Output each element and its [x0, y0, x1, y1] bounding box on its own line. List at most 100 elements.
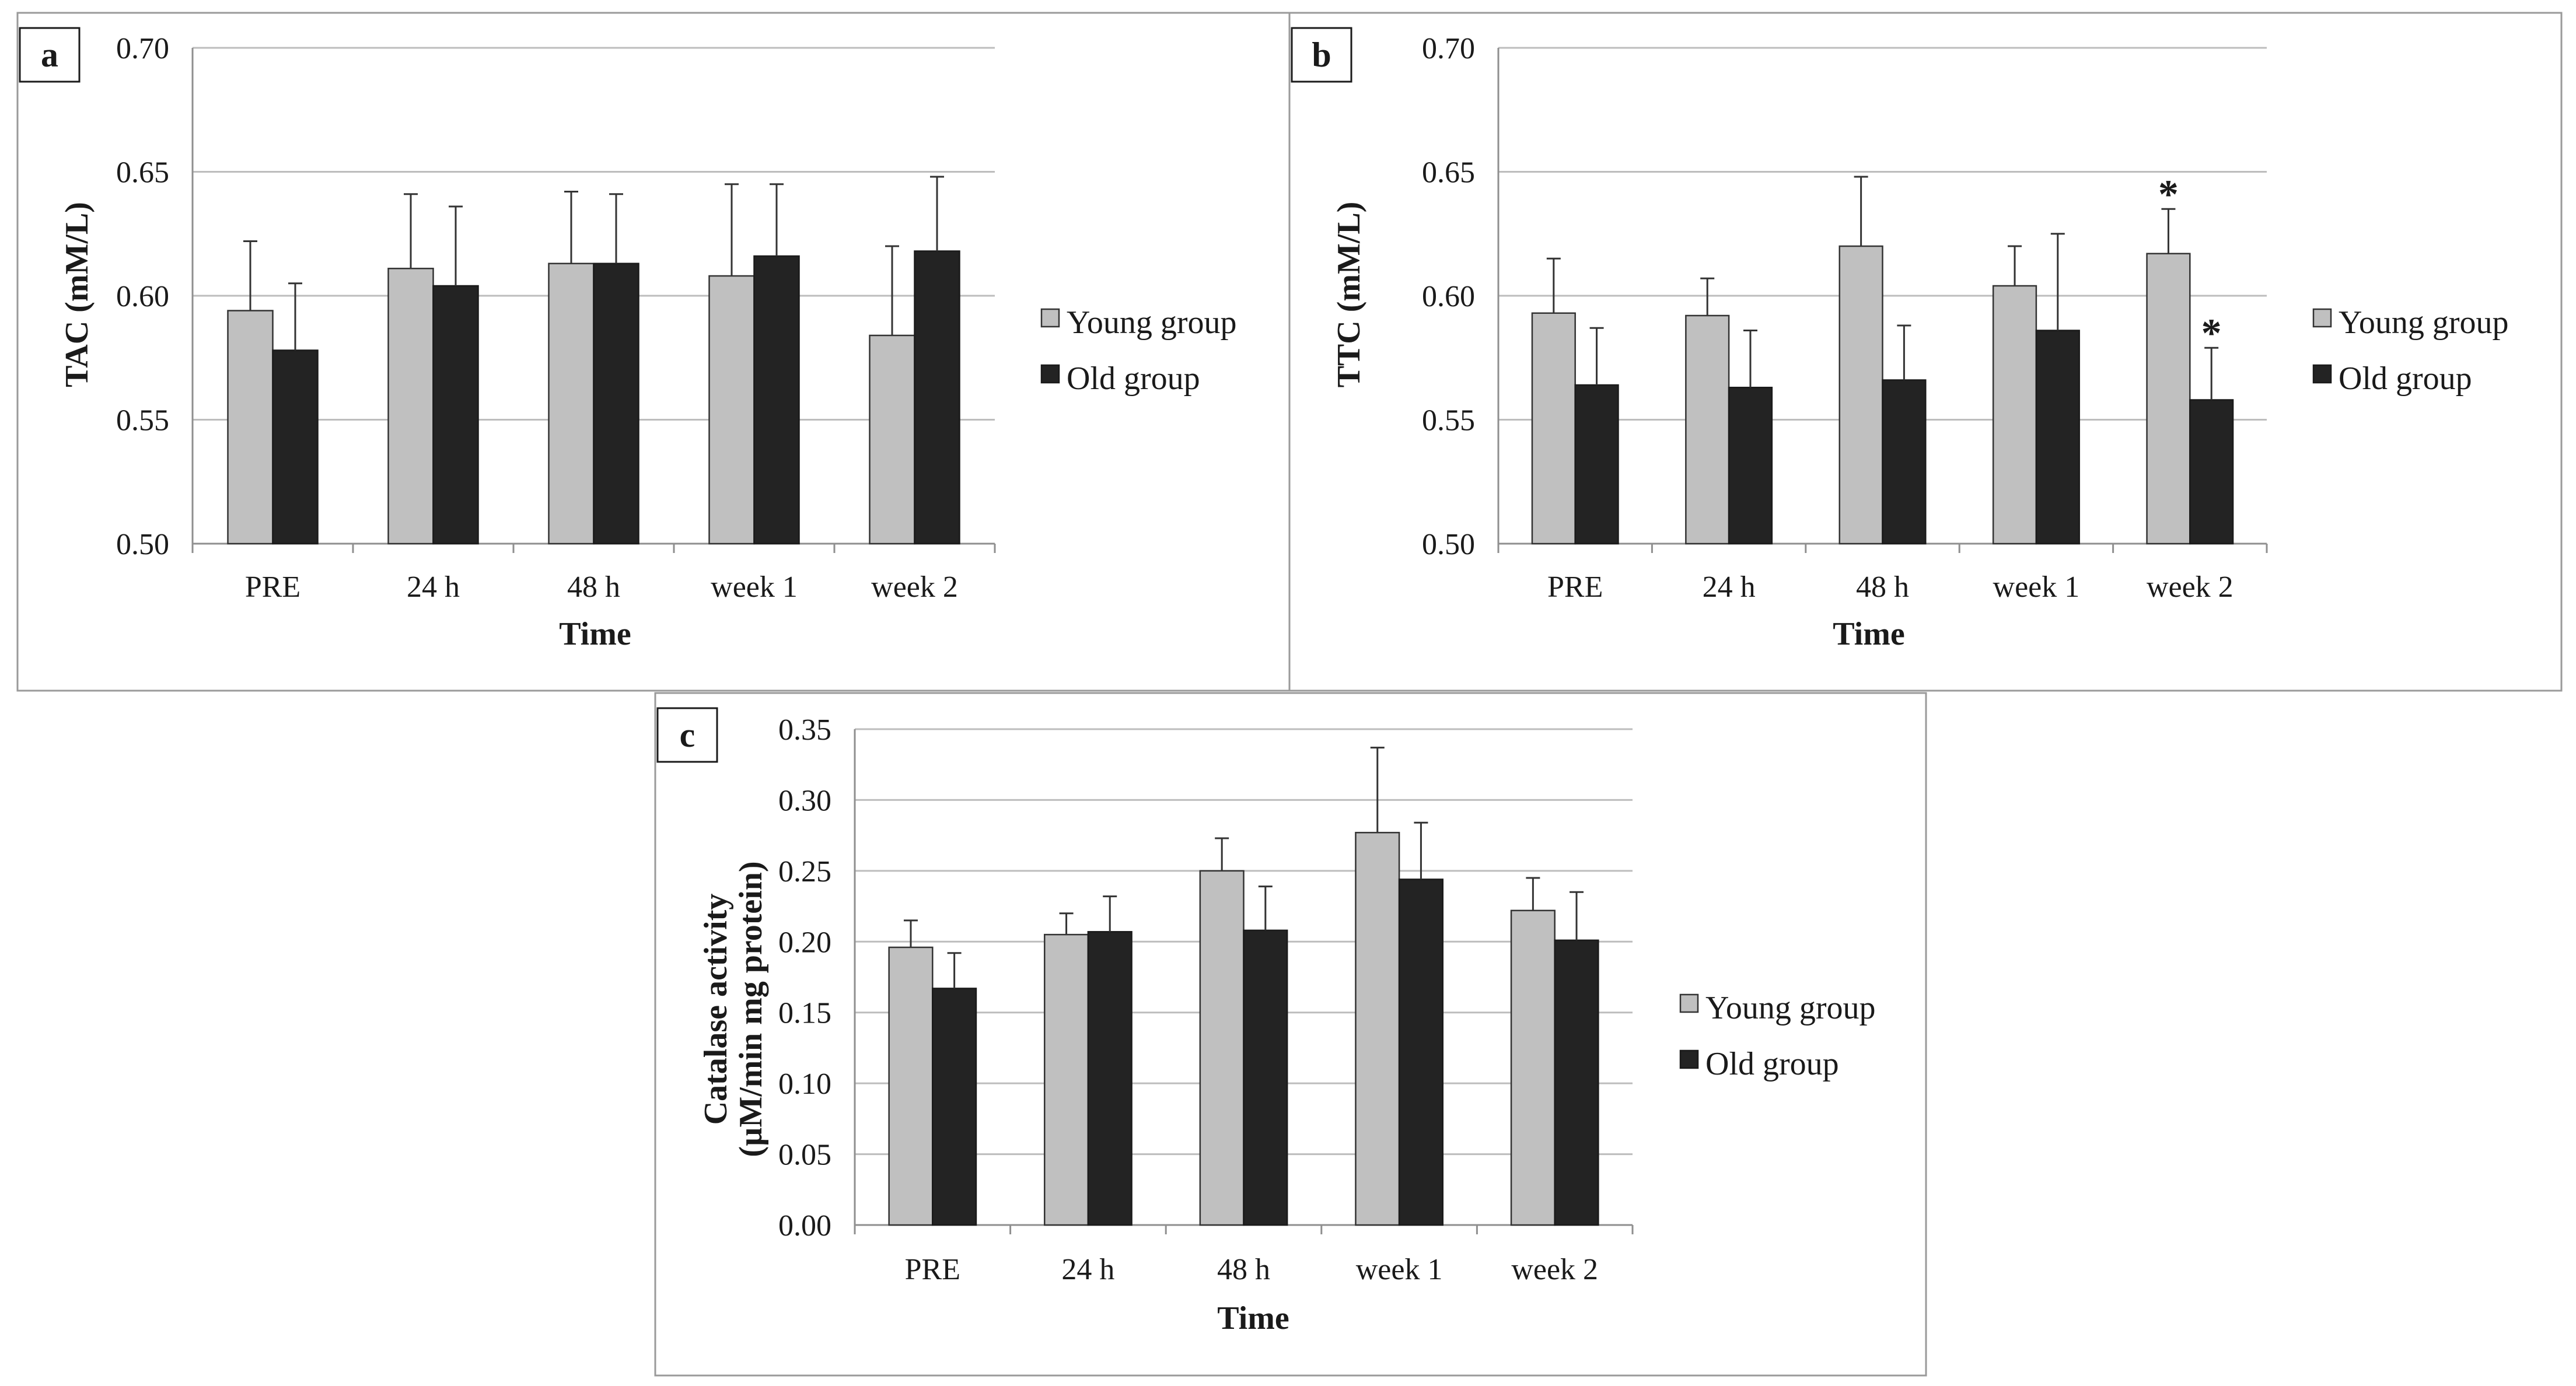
panel-a-bar-young	[227, 310, 274, 545]
panel-a-plot: 0.50 0.55 0.60 0.65 0.70 PRE 24 h 48 h week 1 wee…	[116, 32, 996, 604]
panel-b-x-tick-label: 24 h	[1703, 570, 1756, 604]
panel-b-y-tick-label: 0.65	[1422, 156, 1475, 190]
panel-b-x-tick-label: week 2	[2147, 570, 2234, 604]
panel-a: a 0.50 0.55 0.60 0.65 0.70 PRE 24 h 48 h week 1 w…	[16, 12, 1291, 692]
panel-a-legend-young-label: Young group	[1067, 304, 1236, 341]
panel-a-legend-young-swatch	[1040, 308, 1060, 328]
panel-a-y-tick-label: 0.70	[116, 32, 169, 65]
panel-c-bar-young	[1355, 832, 1400, 1226]
panel-b-bar-old	[1728, 387, 1773, 545]
panel-b-legend-young-swatch	[2312, 308, 2332, 328]
panel-c-bar-young	[1044, 933, 1089, 1226]
panel-c-legend-young-swatch	[1679, 993, 1699, 1013]
panel-b-bar-young	[1992, 285, 2037, 545]
panel-c-letter-box	[656, 707, 718, 763]
panel-a-x-axis-title: Time	[559, 616, 631, 652]
panel-b-y-tick-label: 0.55	[1422, 404, 1475, 438]
panel-c-letter: c	[680, 716, 695, 754]
panel-c-bar-old	[932, 988, 977, 1226]
panel-c-y-tick-label: 0.20	[778, 926, 831, 959]
panel-b-bar-young	[1531, 312, 1576, 545]
panel-b-plot: 0.50 0.55 0.60 0.65 0.70 PRE 24 h 48 h week 1 wee…	[1422, 32, 2268, 604]
panel-c-y-axis-title-line1: Catalase activity	[698, 894, 734, 1125]
panel-c-bar-young	[888, 946, 934, 1226]
panel-a-legend: Young group Old group	[1040, 304, 1236, 397]
panel-b-significance-star: *	[2158, 172, 2179, 217]
panel-a-legend-old-label: Old group	[1067, 360, 1200, 397]
panel-b-legend-old-swatch	[2312, 364, 2332, 384]
panel-c-bar-young	[1199, 870, 1245, 1226]
panel-c-legend-old-swatch	[1679, 1049, 1699, 1069]
panel-b-legend-old-label: Old group	[2339, 360, 2472, 397]
panel-c-plot: 0.00 0.05 0.10 0.15 0.20 0.25 0.30 0.35 PRE 24 h 4…	[778, 713, 1634, 1286]
panel-b-letter: b	[1312, 36, 1331, 74]
panel-c-bar-old	[1243, 929, 1288, 1226]
panel-a-x-tick-label: week 2	[871, 570, 958, 604]
panel-a-y-tick-label: 0.50	[116, 528, 169, 561]
panel-c-legend-young-label: Young group	[1705, 990, 1875, 1026]
panel-a-frame	[16, 12, 1291, 692]
panel-c-y-tick-label: 0.00	[778, 1209, 831, 1242]
panel-c-x-axis-title: Time	[1217, 1300, 1289, 1336]
panel-b-legend-young-label: Young group	[2339, 304, 2508, 341]
panel-a-y-tick-label: 0.60	[116, 280, 169, 313]
panel-a-bar-young	[869, 334, 915, 545]
panel-c-y-axis-title-line2: (µM/min mg protein)	[733, 861, 769, 1157]
panel-c-bar-old	[1087, 931, 1133, 1226]
panel-b-x-tick-label: 48 h	[1856, 570, 1909, 604]
panel-b-bar-young	[1685, 314, 1730, 545]
panel-a-bar-old	[272, 349, 319, 545]
panel-b-x-tick-label: PRE	[1547, 570, 1603, 604]
panel-c-bar-young	[1510, 909, 1556, 1226]
panel-b-bar-young	[1838, 245, 1883, 545]
panel-c-x-tick-label: 24 h	[1061, 1253, 1114, 1286]
panel-a-letter-box	[19, 27, 81, 83]
panel-b-frame	[1288, 12, 2563, 692]
panel-b-bar-old	[2189, 399, 2234, 545]
panel-b-bar-old	[1574, 384, 1619, 545]
panel-b-bar-young	[2146, 253, 2191, 545]
panel-b-x-axis-title: Time	[1833, 616, 1904, 652]
panel-c-bar-old	[1398, 878, 1443, 1226]
panel-a-bar-young	[708, 275, 755, 545]
panel-a-y-tick-label: 0.55	[116, 404, 169, 438]
panel-a-x-tick-label: PRE	[245, 570, 300, 604]
panel-c-x-tick-label: 48 h	[1217, 1253, 1270, 1286]
panel-a-letter: a	[41, 36, 58, 74]
panel-c-y-tick-label: 0.25	[778, 855, 831, 888]
panel-a-x-tick-label: 24 h	[407, 570, 460, 604]
panel-c: c 0.00 0.05 0.10 0.15 0.20 0.25 0.30 0.35 PRE 24 …	[654, 692, 1927, 1377]
panel-c-y-tick-label: 0.10	[778, 1068, 831, 1101]
panel-b-y-tick-label: 0.60	[1422, 280, 1475, 313]
panel-a-bar-old	[432, 285, 479, 545]
panel-c-legend: Young group Old group	[1679, 990, 1875, 1082]
panel-b-legend: Young group Old group	[2312, 304, 2508, 397]
panel-b-y-axis-title: TTC (mM/L)	[1331, 202, 1367, 388]
panel-c-x-tick-label: PRE	[905, 1253, 960, 1286]
panel-b: b 0.50 0.55 0.60 0.65 0.70 PRE 24 h 48 h week 1 w…	[1288, 12, 2563, 692]
panel-b-letter-box	[1291, 27, 1352, 83]
panel-a-x-tick-label: 48 h	[567, 570, 620, 604]
panel-a-bar-young	[387, 268, 434, 545]
panel-c-frame	[654, 692, 1927, 1377]
panel-c-bar-old	[1554, 939, 1599, 1226]
panel-b-bar-old	[1882, 379, 1927, 545]
panel-c-legend-old-label: Old group	[1705, 1046, 1839, 1082]
panel-a-bar-old	[593, 262, 639, 545]
panel-b-bar-old	[2035, 330, 2080, 545]
panel-b-x-tick-label: week 1	[1993, 570, 2080, 604]
panel-a-bar-old	[753, 255, 800, 545]
panel-c-x-tick-label: week 2	[1511, 1253, 1598, 1286]
panel-a-x-tick-label: week 1	[711, 570, 798, 604]
panel-a-bar-old	[914, 250, 960, 545]
panel-c-y-tick-label: 0.35	[778, 713, 831, 747]
panel-a-y-tick-label: 0.65	[116, 156, 169, 190]
panel-a-legend-old-swatch	[1040, 364, 1060, 384]
panel-a-y-axis-title: TAC (mM/L)	[59, 202, 95, 387]
panel-c-y-tick-label: 0.15	[778, 997, 831, 1030]
panel-b-significance-star: *	[2201, 311, 2222, 356]
panel-b-y-tick-label: 0.70	[1422, 32, 1475, 65]
panel-c-y-tick-label: 0.30	[778, 784, 831, 817]
panel-c-y-tick-label: 0.05	[778, 1139, 831, 1172]
